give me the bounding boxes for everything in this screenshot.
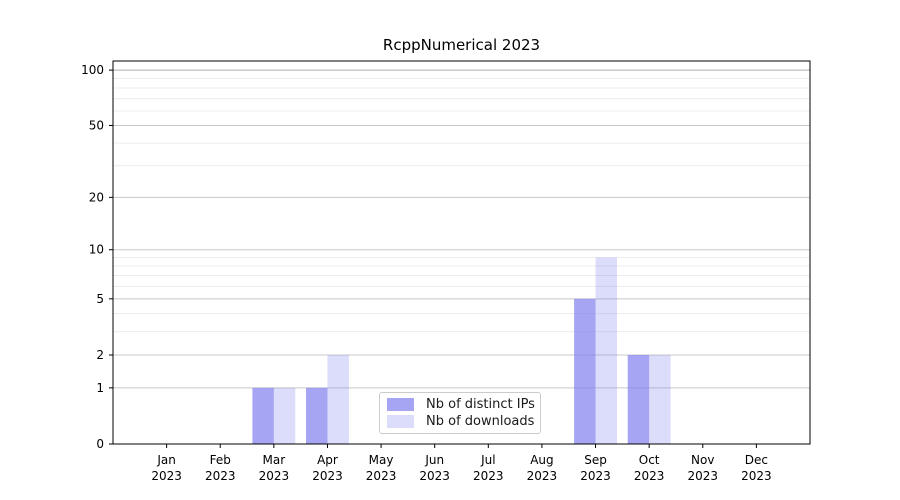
x-tick-label-year: 2023 — [687, 469, 718, 483]
x-tick-label-month: Dec — [745, 453, 768, 467]
bar-distinct-ips — [306, 387, 328, 444]
bar-downloads — [595, 257, 617, 444]
y-tick-label: 5 — [96, 292, 104, 306]
bar-distinct-ips — [574, 298, 596, 444]
y-tick-label: 0 — [96, 437, 104, 451]
x-tick-label-year: 2023 — [366, 469, 397, 483]
legend-label-downloads: Nb of downloads — [426, 414, 535, 429]
y-tick-label: 10 — [89, 243, 104, 257]
bar-distinct-ips — [252, 387, 274, 444]
x-tick-label-year: 2023 — [741, 469, 772, 483]
x-tick-label-month: Mar — [263, 453, 286, 467]
bar-distinct-ips — [627, 354, 650, 444]
x-tick-label-year: 2023 — [419, 469, 450, 483]
legend-item-distinct-ips: Nb of distinct IPs — [387, 397, 535, 413]
x-tick-label-year: 2023 — [634, 469, 665, 483]
bar-downloads — [273, 387, 296, 444]
x-tick-label-month: Jul — [480, 453, 495, 467]
legend-label-distinct-ips: Nb of distinct IPs — [426, 397, 535, 412]
bar-downloads — [649, 354, 671, 444]
y-tick-label: 100 — [81, 63, 104, 77]
y-tick-label: 20 — [89, 190, 104, 204]
x-tick-label-month: Aug — [530, 453, 553, 467]
chart-title: RcppNumerical 2023 — [382, 36, 541, 54]
bar-downloads — [327, 354, 349, 444]
legend-item-downloads: Nb of downloads — [387, 414, 535, 430]
x-tick-label-year: 2023 — [151, 469, 182, 483]
x-tick-label-month: Feb — [210, 453, 231, 467]
legend: Nb of distinct IPs Nb of downloads — [379, 392, 541, 434]
legend-swatch-downloads — [387, 415, 414, 428]
x-tick-label-year: 2023 — [527, 469, 558, 483]
x-tick-label-month: Oct — [639, 453, 660, 467]
x-tick-label-month: Sep — [584, 453, 607, 467]
x-tick-label-month: Jun — [424, 453, 444, 467]
x-tick-label-year: 2023 — [259, 469, 290, 483]
y-tick-label: 2 — [96, 348, 104, 362]
x-tick-label-year: 2023 — [473, 469, 504, 483]
legend-swatch-distinct-ips — [387, 398, 414, 411]
x-tick-label-month: May — [369, 453, 394, 467]
x-tick-label-month: Apr — [317, 453, 338, 467]
x-tick-label-year: 2023 — [205, 469, 236, 483]
y-tick-label: 50 — [89, 118, 104, 132]
plot-border — [112, 60, 811, 445]
x-tick-label-year: 2023 — [312, 469, 343, 483]
y-tick-label: 1 — [96, 381, 104, 395]
plot-background — [113, 61, 810, 444]
x-tick-label-month: Nov — [691, 453, 714, 467]
x-tick-label-month: Jan — [156, 453, 176, 467]
x-tick-label-year: 2023 — [580, 469, 611, 483]
